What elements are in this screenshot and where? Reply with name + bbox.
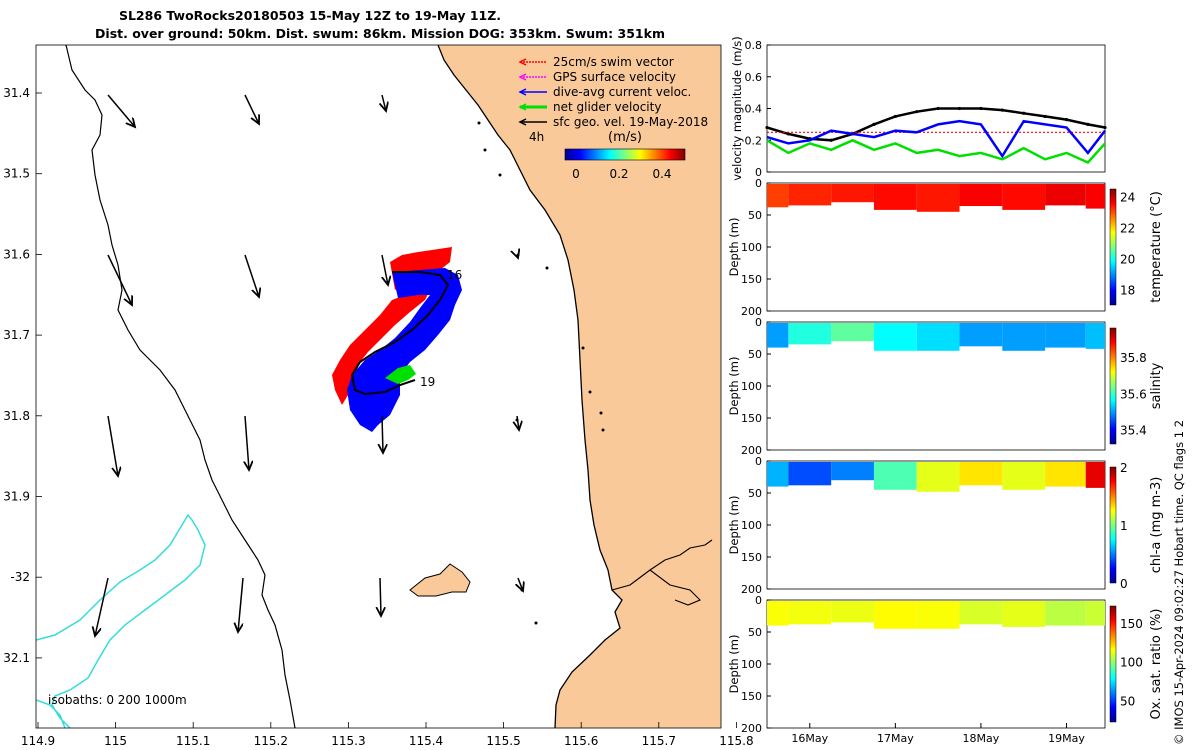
net-glider-band: [385, 365, 416, 384]
speed-colorbar-tick: 0.2: [609, 167, 628, 181]
legend-label: dive-avg current veloc.: [553, 85, 691, 99]
track-end-label: 19: [420, 375, 435, 389]
colorbar-unit: (m/s): [608, 130, 642, 145]
legend-label: sfc geo. vel. 19-May-2018: [553, 115, 708, 129]
swan-river: [611, 539, 713, 606]
geo-arrow: [107, 254, 132, 305]
geo-arrow: [245, 415, 249, 470]
legend-entry: net glider velocity: [518, 100, 661, 114]
geo-arrow: [107, 415, 118, 476]
map-y-tick-label: 31.5: [3, 167, 30, 181]
figure-title-line-1: SL286 TwoRocks20180503 15-May 12Z to 19-…: [118, 8, 502, 23]
map-x-tick-label: 115.6: [564, 734, 598, 748]
geo-arrow: [380, 577, 381, 616]
geo-arrow: [107, 94, 135, 127]
legend-entry: GPS surface velocity: [518, 70, 676, 84]
speed-colorbar-ticks: 0 0.2 0.4: [572, 167, 671, 181]
map-y-tick-label: 32.1: [3, 651, 30, 665]
geo-arrow: [95, 577, 109, 636]
legend-entry: 25cm/s swim vector: [518, 55, 674, 69]
map-x-tick-label: 115: [104, 734, 127, 748]
interval-label: 4h: [529, 130, 544, 144]
geo-arrow: [244, 94, 259, 124]
map-y-tick-label: -32: [10, 570, 30, 584]
speed-colorbar-tick: 0: [572, 167, 580, 181]
map-axis-ticks: [36, 92, 737, 728]
legend-label: 25cm/s swim vector: [553, 55, 674, 69]
geo-arrow: [518, 577, 523, 591]
geo-arrow: [382, 254, 388, 285]
legend-arrowhead: [518, 118, 527, 126]
legend-entry: dive-avg current veloc.: [518, 85, 691, 99]
map-frame: [35, 44, 722, 729]
legend-label: net glider velocity: [553, 100, 661, 114]
map-x-tick-label: 115.1: [176, 734, 210, 748]
land-mass: [438, 45, 721, 728]
geo-arrow: [517, 255, 518, 258]
map-y-tick-label: 31.4: [3, 86, 30, 100]
map-y-tick-label: 31.7: [3, 328, 30, 342]
legend-arrowhead: [518, 88, 527, 96]
credit-text: © IMOS 15-Apr-2024 09:02:27 Hobart time.…: [1172, 419, 1186, 745]
geo-arrow: [244, 254, 259, 297]
isobath-label: isobaths: 0 200 1000m: [48, 693, 187, 707]
legend-entry: sfc geo. vel. 19-May-2018: [518, 115, 708, 129]
isobath-cyan: [36, 513, 206, 728]
coastline: [437, 45, 623, 728]
map-x-tick-label: 114.9: [21, 734, 55, 748]
swim-vector-band: [332, 247, 452, 405]
speed-colorbar: [564, 148, 686, 161]
map-axis-labels: 114.9 115 115.1 115.2 115.3 115.4 115.5 115.6 11…: [3, 86, 753, 748]
legend-arrowhead: [518, 73, 527, 81]
figure-title-line-2: Dist. over ground: 50km. Dist. swum: 86k…: [95, 26, 665, 41]
map-x-tick-label: 115.7: [642, 734, 676, 748]
map-y-tick-label: 31.6: [3, 247, 30, 261]
speed-colorbar-tick: 0.4: [652, 167, 671, 181]
map-x-tick-label: 115.2: [254, 734, 288, 748]
track-start-label: 16: [447, 268, 462, 282]
legend-label: GPS surface velocity: [553, 70, 676, 84]
map-y-tick-label: 31.9: [3, 490, 30, 504]
geo-arrow: [517, 415, 519, 430]
legend-arrowhead: [518, 103, 527, 111]
map-x-tick-label: 115.5: [486, 734, 520, 748]
geo-arrow: [382, 415, 383, 453]
isobath-1000m: [65, 45, 296, 728]
map-x-tick-label: 115.3: [331, 734, 365, 748]
geo-arrow: [382, 94, 386, 111]
map-y-tick-label: 31.8: [3, 409, 30, 423]
map-x-tick-label: 115.4: [409, 734, 443, 748]
rottnest-island: [409, 563, 471, 597]
glider-track: [350, 271, 450, 396]
map-x-tick-label: 115.8: [719, 734, 753, 748]
geo-velocity-arrows: [95, 94, 523, 636]
legend-arrowhead: [518, 58, 527, 66]
geo-arrow: [238, 577, 244, 632]
